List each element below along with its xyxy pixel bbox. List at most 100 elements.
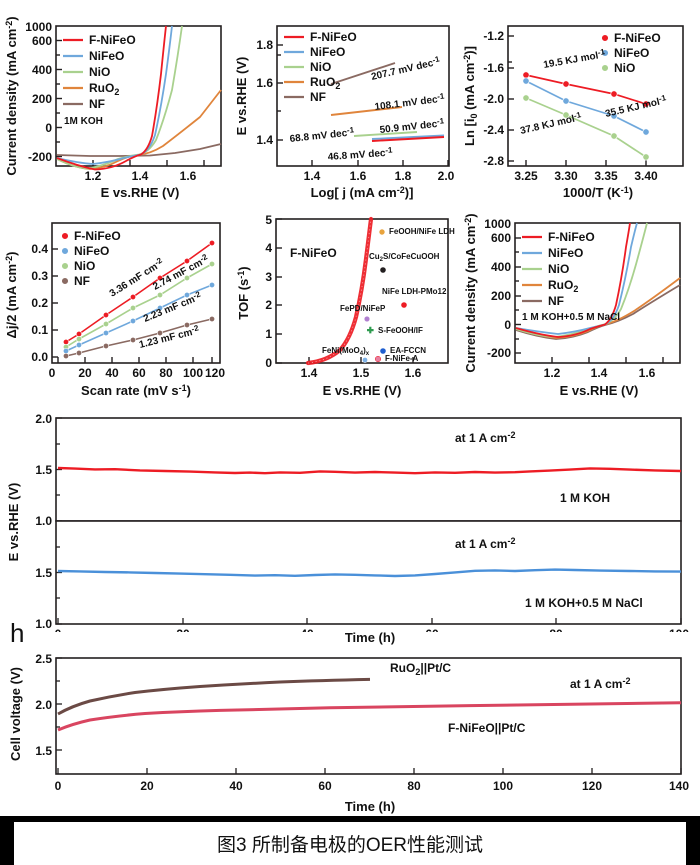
panel-d-xtick-5: 100 — [183, 366, 203, 380]
panel-e-ytick-2: 2 — [265, 298, 272, 312]
panel-h: 2.5 2.0 1.5 0 20 40 60 80 100 120 140 Ti… — [0, 648, 700, 816]
panel-f-xtick-1: 1.4 — [591, 366, 608, 380]
panel-g-xtick-1: 20 — [176, 627, 190, 632]
panel-a-legend-2: NiO — [89, 65, 110, 79]
panel-d-xtick-3: 60 — [132, 366, 146, 380]
panel-a-axes: -200 0 200 400 600 800 1000 1.2 1.4 1.6 … — [4, 16, 222, 200]
panel-e-reference-points: FeOOH/NiFe LDH Cu2S/CoFeCuOOH NiFe LDH-P… — [322, 227, 455, 363]
panel-g-xtick-5: 100 — [669, 627, 689, 632]
panel-e-main-curve: F-NiFeO — [290, 216, 374, 366]
ref-marker-nifeldh — [401, 302, 407, 308]
panel-d-markers — [62, 239, 216, 360]
panel-h-axes: 2.5 2.0 1.5 0 20 40 60 80 100 120 140 Ti… — [8, 652, 689, 814]
panel-e-ref-label-1: Cu2S/CoFeCuOOH — [369, 252, 440, 263]
panel-h-xlabel: Time (h) — [345, 799, 395, 814]
panel-d-legend-0: F-NiFeO — [74, 229, 121, 243]
panel-f-xtick-2: 1.6 — [639, 366, 656, 380]
panel-h-ytick-0: 1.5 — [35, 744, 52, 758]
panel-e-ref-label-7: FeNi(MoO4)x — [322, 346, 370, 357]
panel-f-curves — [515, 222, 681, 340]
panel-a-xtick-2: 1.6 — [180, 169, 197, 183]
panel-d-legend-2: NiO — [74, 259, 95, 273]
panel-d-axes: 0.0 0.1 0.2 0.3 0.4 0 20 40 60 80 100 12… — [4, 222, 225, 398]
panel-a-legend: F-NiFeO NiFeO NiO RuO2 NF 1M KOH — [63, 33, 136, 127]
panel-b-legend-3: RuO2 — [310, 75, 340, 91]
panel-f: -200 0 200 400 600 1000 1.2 1.4 1.6 E vs… — [458, 205, 700, 403]
panel-c-legend-1: NiFeO — [614, 46, 649, 60]
panel-a-xlabel: E vs.RHE (V) — [101, 185, 180, 200]
panel-b-legend: F-NiFeO NiFeO NiO RuO2 NF — [284, 30, 357, 104]
panel-d-ylabel: Δj/2 (mA cm-2) — [4, 252, 19, 339]
panel-f-legend-2: NiO — [548, 262, 569, 276]
panel-h-labels: RuO2||Pt/C F-NiFeO||Pt/C at 1 A cm-2 — [390, 661, 630, 735]
panel-e-ytick-3: 3 — [265, 270, 272, 284]
ref-marker-feooh — [378, 228, 386, 236]
panel-b-tafel-lines — [330, 62, 445, 142]
panel-a-ytick-0: -200 — [28, 150, 52, 164]
panel-g-top-ytick-0: 1.0 — [35, 514, 52, 528]
panel-e-ref-label-3: FePD/NiFeP — [340, 304, 386, 313]
panel-e-ref-label-0: FeOOH/NiFe LDH — [389, 227, 455, 236]
panel-h-xtick-1: 20 — [140, 779, 154, 793]
panel-h-annotation: at 1 A cm-2 — [570, 676, 630, 691]
panel-a-ytick-6: 1000 — [25, 20, 52, 34]
panel-h-ytick-2: 2.5 — [35, 652, 52, 666]
panel-f-legend-3: RuO2 — [548, 278, 578, 294]
panel-f-xlabel: E vs.RHE (V) — [560, 383, 639, 398]
panel-h-curves — [57, 677, 682, 732]
panel-b-legend-0: F-NiFeO — [310, 30, 357, 44]
panel-c-ytick-1: -1.6 — [483, 61, 504, 75]
panel-c-xtick-1: 3.30 — [554, 169, 578, 183]
panel-d-legend-1: NiFeO — [74, 244, 109, 258]
panel-g-ylabel: E vs.RHE (V) — [6, 483, 21, 562]
panel-h-fnifeo-curve — [57, 701, 682, 732]
panel-b-xtick-3: 2.0 — [438, 169, 455, 183]
panel-b: 1.4 1.6 1.8 1.4 1.6 1.8 2.0 Log[ j (mA c… — [232, 0, 458, 205]
panel-d-xtick-6: 120 — [205, 366, 225, 380]
panel-g-xtick-2: 40 — [300, 627, 314, 632]
panel-e-xtick-1: 1.5 — [353, 366, 370, 380]
panel-e-main-label: F-NiFeO — [290, 246, 337, 260]
panel-g-xlabel: Time (h) — [345, 630, 395, 645]
panel-a-xtick-1: 1.4 — [132, 169, 149, 183]
panel-g-top-curve — [57, 466, 682, 475]
panel-f-ytick-0: -200 — [487, 346, 511, 360]
panel-g-top-electrolyte: 1 M KOH — [560, 491, 610, 505]
panel-h-xtick-4: 80 — [407, 779, 421, 793]
ref-marker-sfeooh — [367, 326, 374, 334]
panel-e-ytick-5: 5 — [265, 213, 272, 227]
panel-f-axes: -200 0 200 400 600 1000 1.2 1.4 1.6 E vs… — [463, 213, 681, 398]
panel-b-ytick-0: 1.4 — [256, 133, 273, 147]
panel-d-legend-3: NF — [74, 274, 90, 288]
panel-d-ytick-0: 0.0 — [31, 350, 48, 364]
panel-b-xtick-0: 1.4 — [304, 169, 321, 183]
ref-marker-fepd — [363, 315, 371, 323]
panel-c-xtick-0: 3.25 — [514, 169, 538, 183]
ref-marker-cu2s — [380, 267, 386, 273]
panel-e: 0 1 2 3 4 5 1.4 1.5 1.6 E vs.RHE (V) TOF… — [232, 205, 458, 403]
panel-b-xtick-2: 1.8 — [395, 169, 412, 183]
panel-g-xtick-0: 0 — [55, 627, 62, 632]
panel-h-label-ruo2: RuO2||Pt/C — [390, 661, 451, 677]
panel-c-xtick-2: 3.35 — [594, 169, 618, 183]
panel-c-xlabel: 1000/T (K-1) — [563, 185, 633, 200]
panel-e-ref-label-2: NiFe LDH-PMo12 — [382, 287, 447, 296]
panel-h-ruo2-curve — [57, 677, 371, 716]
panel-f-ytick-6: 1000 — [484, 217, 511, 231]
panel-a-ytick-2: 200 — [32, 92, 52, 106]
panel-c-xtick-3: 3.40 — [634, 169, 658, 183]
panel-g-bot-ytick-0: 1.0 — [35, 617, 52, 631]
panel-label-h: h — [10, 618, 25, 648]
panel-d: 0.0 0.1 0.2 0.3 0.4 0 20 40 60 80 100 12… — [0, 205, 232, 403]
panel-d-ytick-2: 0.2 — [31, 296, 48, 310]
panel-b-legend-2: NiO — [310, 60, 331, 74]
panel-e-xtick-2: 1.6 — [405, 366, 422, 380]
panel-c: -1.2 -1.6 -2.0 -2.4 -2.8 3.25 3.30 3.35 … — [458, 0, 700, 205]
panel-a-ytick-1: 0 — [45, 121, 52, 135]
panel-f-ytick-3: 400 — [491, 260, 511, 274]
panel-d-xtick-2: 40 — [105, 366, 119, 380]
panel-h-ytick-1: 2.0 — [35, 698, 52, 712]
panel-f-ytick-4: 600 — [491, 231, 511, 245]
panel-e-ytick-1: 1 — [265, 327, 272, 341]
